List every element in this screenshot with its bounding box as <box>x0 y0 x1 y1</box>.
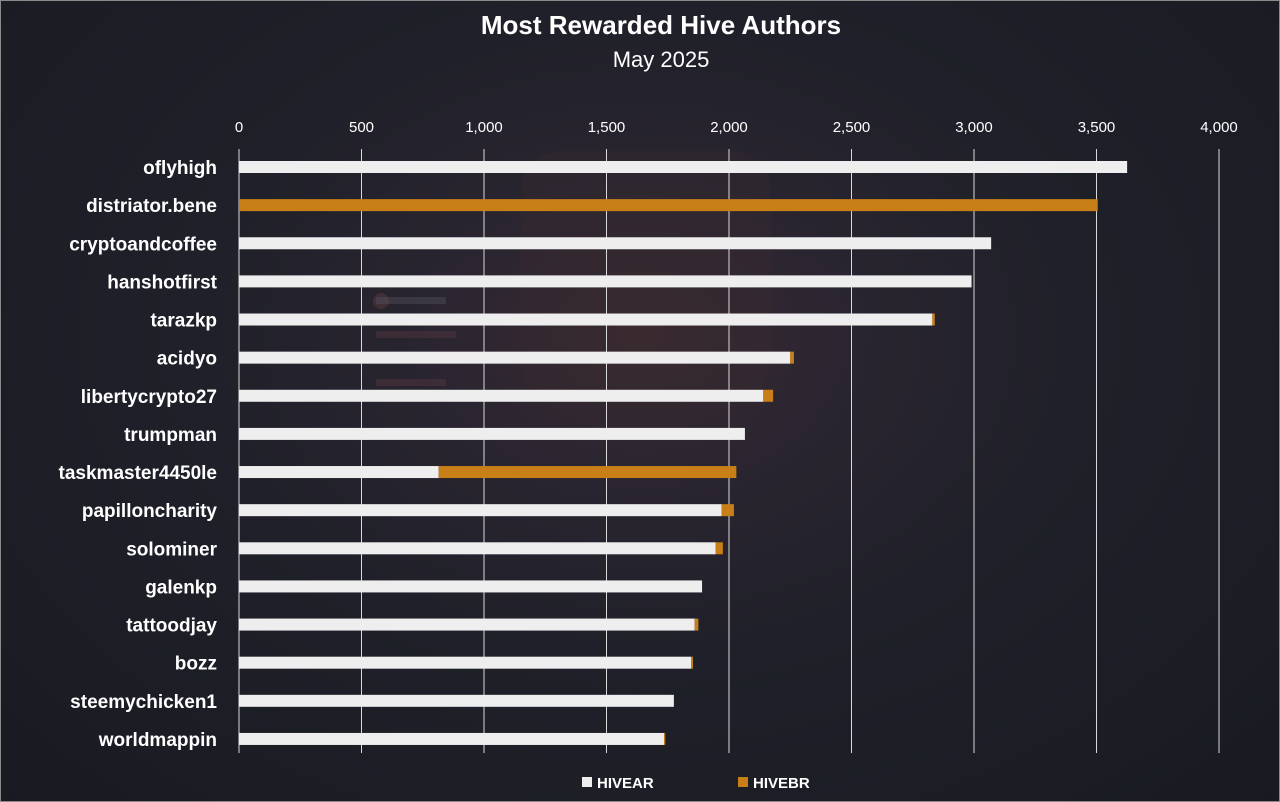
bar-hivear-tarazkp <box>239 313 933 326</box>
decor-line <box>376 297 446 304</box>
category-label: taskmaster4450le <box>59 463 217 484</box>
category-labels: oflyhigh distriator.bene cryptoandcoffee ha… <box>59 158 218 751</box>
legend-label-hivebr: HIVEBR <box>753 775 810 792</box>
category-label: distriator.bene <box>86 196 217 217</box>
category-label: libertycrypto27 <box>81 387 217 408</box>
category-label: cryptoandcoffee <box>69 234 217 255</box>
legend-swatch-hivebr <box>738 777 748 787</box>
bar-hivear-acidyo <box>239 351 791 364</box>
bar-hivear-hanshotfirst <box>239 275 972 288</box>
category-label: worldmappin <box>98 730 217 751</box>
bar-hivear-tattoodjay <box>239 618 695 631</box>
x-tick-label: 0 <box>235 119 243 136</box>
category-label: solominer <box>126 539 217 560</box>
category-label: acidyo <box>157 349 217 370</box>
x-tick-label: 2,500 <box>833 119 871 136</box>
bar-hivebr-solominer <box>715 542 723 555</box>
x-tick-label: 3,000 <box>955 119 993 136</box>
bar-hivear-libertycrypto27 <box>239 389 764 402</box>
bar-hivebr-worldmappin <box>664 732 666 745</box>
decor-line <box>376 379 446 386</box>
bar-hivear-taskmaster4450le <box>239 466 439 479</box>
bar-hivear-trumpman <box>239 427 745 440</box>
legend-label-hivear: HIVEAR <box>597 775 654 792</box>
legend-swatch-hivear <box>582 777 592 787</box>
bar-hivebr-libertycrypto27 <box>763 389 774 402</box>
bar-hivebr-bozz <box>691 656 693 669</box>
category-label: oflyhigh <box>143 158 217 179</box>
bar-hivebr-acidyo <box>790 351 794 364</box>
category-label: trumpman <box>124 425 217 446</box>
x-tick-label: 500 <box>349 119 374 136</box>
category-label: hanshotfirst <box>107 272 217 293</box>
category-label: bozz <box>175 654 217 675</box>
bar-hivebr-tattoodjay <box>694 618 699 631</box>
bar-hivebr-distriator-bene <box>239 199 1098 212</box>
category-label: galenkp <box>145 577 217 598</box>
x-tick-label: 3,500 <box>1078 119 1116 136</box>
category-label: tarazkp <box>150 311 217 332</box>
category-label: steemychicken1 <box>70 692 217 713</box>
bar-hivear-oflyhigh <box>239 161 1128 173</box>
category-label: tattoodjay <box>126 616 217 637</box>
x-axis-ticks: 0 500 1,000 1,500 2,000 2,500 3,000 3,500 4,000 <box>235 119 1238 136</box>
bar-hivear-solominer <box>239 542 716 555</box>
category-label: papilloncharity <box>82 501 218 522</box>
decor-line <box>376 331 456 338</box>
bar-hivear-cryptoandcoffee <box>239 237 992 250</box>
decor-dot <box>373 293 389 309</box>
x-tick-label: 1,000 <box>465 119 503 136</box>
x-tick-label: 2,000 <box>710 119 748 136</box>
chart-subtitle: May 2025 <box>613 47 710 72</box>
bar-hivebr-taskmaster4450le <box>438 466 737 479</box>
chart-title: Most Rewarded Hive Authors <box>481 10 841 40</box>
bar-hivebr-tarazkp <box>932 313 935 326</box>
x-tick-label: 4,000 <box>1200 119 1238 136</box>
bars <box>239 161 1128 745</box>
bar-hivear-papilloncharity <box>239 504 722 517</box>
bar-hivear-galenkp <box>239 580 703 593</box>
bar-hivebr-papilloncharity <box>721 504 734 517</box>
legend: HIVEAR HIVEBR <box>582 775 810 792</box>
bar-hivear-bozz <box>239 656 692 669</box>
gridlines <box>238 149 1220 753</box>
x-tick-label: 1,500 <box>588 119 626 136</box>
bar-hivear-steemychicken1 <box>239 694 674 707</box>
bar-hivear-worldmappin <box>239 732 665 745</box>
